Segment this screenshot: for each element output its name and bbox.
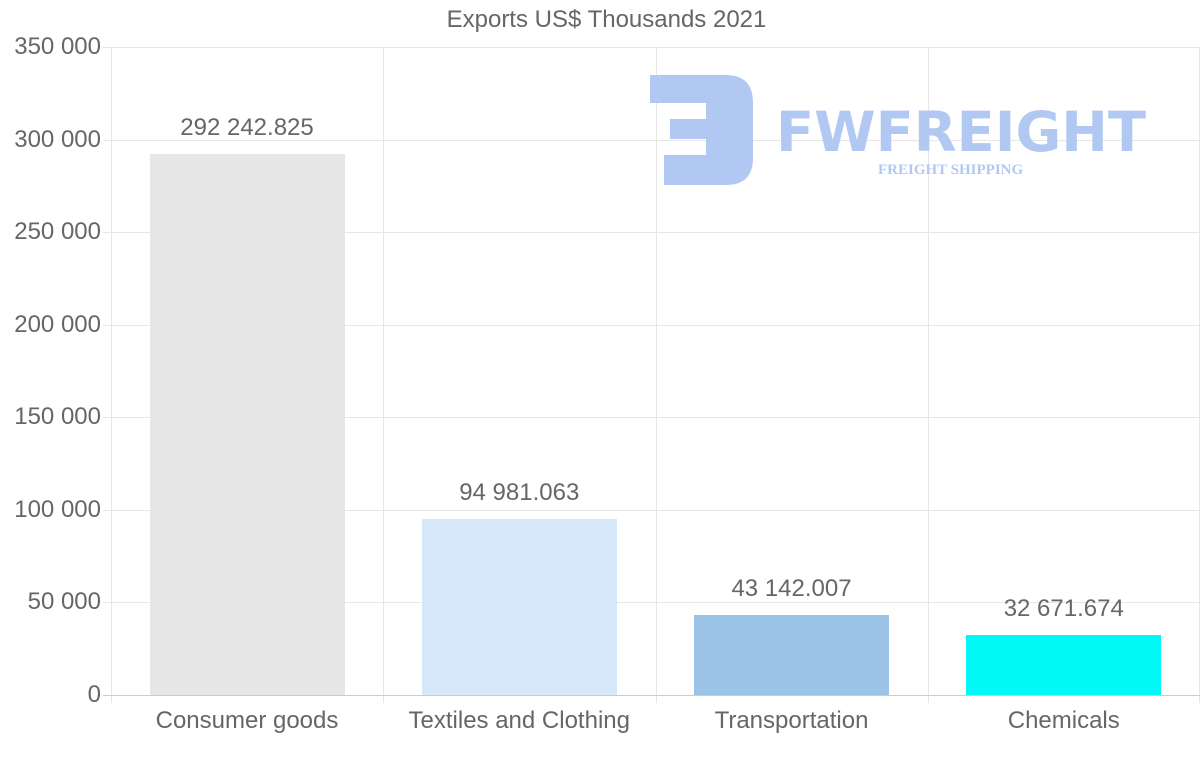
x-tick-label: Consumer goods — [155, 707, 339, 734]
y-tick-label: 200 000 — [14, 310, 101, 338]
gridline-h — [103, 232, 1200, 234]
bar-chemicals[interactable] — [966, 634, 1162, 695]
y-tick-label: 50 000 — [27, 588, 101, 616]
bar-consumer-goods[interactable] — [149, 153, 345, 695]
gridline-v — [927, 47, 929, 703]
fwfreight-logo-watermark: FWFREIGHT FREIGHT SHIPPING — [650, 75, 1146, 185]
gridline-h — [103, 417, 1200, 419]
gridline-v — [111, 47, 112, 703]
logo-tagline-text: FREIGHT SHIPPING — [878, 162, 1023, 178]
logo-mark-icon — [650, 75, 753, 185]
gridline-h — [103, 47, 1200, 48]
gridline-v — [383, 47, 385, 703]
gridline-v — [655, 47, 657, 703]
gridline-h — [103, 509, 1200, 511]
gridline-h — [103, 602, 1200, 604]
bar-value-label: 32 671.674 — [1003, 594, 1124, 622]
y-tick-label: 250 000 — [14, 218, 101, 246]
bar-value-label: 94 981.063 — [459, 479, 580, 507]
y-tick-label: 350 000 — [14, 33, 101, 60]
y-tick-label: 300 000 — [14, 125, 101, 153]
y-tick-label: 150 000 — [14, 403, 101, 431]
gridline-h — [103, 324, 1200, 326]
chart-title: Exports US$ Thousands 2021 — [446, 6, 767, 33]
x-tick-label: Textiles and Clothing — [408, 707, 630, 734]
y-tick-label: 100 000 — [14, 495, 101, 523]
x-tick-label: Chemicals — [1007, 707, 1120, 734]
logo-brand-text: FWFREIGHT — [776, 100, 1146, 164]
bar-transportation[interactable] — [694, 615, 890, 695]
bar-textiles-and-clothing[interactable] — [421, 519, 617, 695]
bar-value-label: 43 142.007 — [731, 575, 852, 603]
x-tick-label: Transportation — [714, 707, 869, 734]
gridline-h — [103, 139, 1200, 141]
x-axis-line — [103, 695, 1200, 696]
bar-value-label: 292 242.825 — [180, 113, 314, 141]
y-tick-label: 0 — [87, 681, 101, 708]
